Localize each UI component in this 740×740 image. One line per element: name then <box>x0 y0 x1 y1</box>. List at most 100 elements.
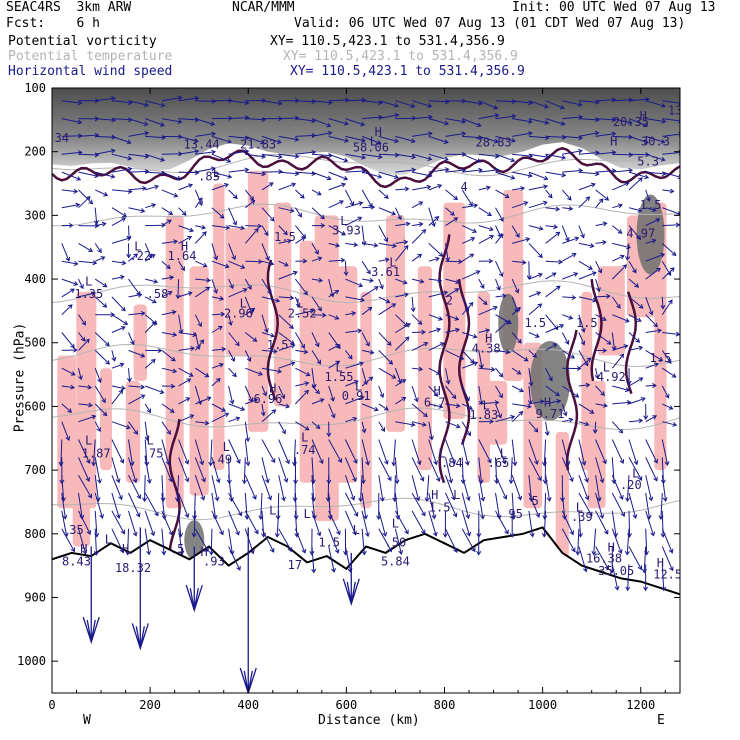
wind-arrow <box>578 350 589 367</box>
wind-arrow <box>378 303 397 316</box>
wind-arrow <box>211 98 233 104</box>
wind-arrow <box>328 225 347 236</box>
wind-arrow <box>194 197 203 208</box>
wind-arrow <box>126 368 132 383</box>
contour-value-label: 35 <box>69 523 83 537</box>
wind-arrow <box>295 308 315 316</box>
wind-arrow <box>462 332 478 339</box>
low-marker: L <box>355 380 362 394</box>
wind-arrow <box>211 377 221 387</box>
wind-arrow <box>595 403 608 408</box>
wind-arrow <box>661 475 668 502</box>
wind-arrow <box>625 564 631 592</box>
wind-arrow <box>345 395 365 405</box>
wind-arrow <box>528 510 535 538</box>
wind-arrow <box>244 528 255 555</box>
wind-arrow <box>145 385 165 395</box>
wind-arrow <box>128 169 150 175</box>
wind-arrow <box>161 332 178 337</box>
wind-arrow <box>261 457 270 484</box>
wind-arrow <box>311 350 322 365</box>
wind-arrow <box>128 492 141 518</box>
wind-arrow <box>361 225 367 246</box>
wind-arrow <box>311 312 327 318</box>
wind-arrow <box>295 149 317 155</box>
wind-arrow <box>295 258 308 264</box>
contour-value-label: .39 <box>571 510 593 524</box>
wind-arrow <box>562 365 582 372</box>
wind-arrow <box>361 260 371 275</box>
wind-arrow <box>595 221 608 227</box>
wind-arrow <box>442 510 448 538</box>
wind-arrow <box>278 238 292 244</box>
wind-arrow <box>78 242 94 252</box>
wind-arrow <box>628 135 649 144</box>
wind-arrow <box>595 131 617 137</box>
wind-arrow <box>662 188 675 194</box>
wind-arrow <box>611 492 626 517</box>
wind-arrow <box>478 258 494 264</box>
wind-arrow <box>411 492 426 517</box>
init-time: Init: 00 UTC Wed 07 Aug 13 <box>512 0 716 15</box>
wind-arrow <box>161 510 174 536</box>
x-tick-label: 400 <box>237 698 259 712</box>
wind-arrow <box>662 421 678 427</box>
wind-arrow <box>528 200 548 209</box>
wind-arrow <box>562 100 583 107</box>
wind-arrow <box>244 439 251 467</box>
wind-arrow <box>211 207 225 219</box>
wind-arrow <box>211 171 233 179</box>
wind-arrow <box>144 254 156 262</box>
wind-arrow <box>278 182 297 191</box>
wind-arrow <box>595 457 605 484</box>
strong-wind-arrow <box>342 552 360 606</box>
wind-arrow <box>311 171 332 181</box>
wind-arrow <box>228 416 241 423</box>
x-tick-label: 0 <box>48 698 55 712</box>
wind-arrow <box>111 457 121 484</box>
wind-arrow <box>428 243 444 257</box>
wind-arrow <box>261 207 275 222</box>
wind-arrow <box>509 510 515 538</box>
wind-arrow <box>211 475 220 502</box>
wind-arrow <box>461 403 474 410</box>
legend-wind-xy: XY= 110.5,423.1 to 531.4,356.9 <box>290 64 525 79</box>
wind-arrow <box>395 323 411 333</box>
wind-arrow <box>578 357 592 369</box>
wind-arrow <box>145 222 166 228</box>
wind-arrow <box>94 403 108 417</box>
wind-arrow <box>278 439 290 465</box>
wind-arrow <box>478 328 491 334</box>
model-name: SEAC4RS 3km ARW <box>6 0 132 15</box>
wind-arrow <box>345 311 357 316</box>
contour-value-label: 28.83 <box>476 136 512 150</box>
wind-arrow <box>595 439 607 465</box>
wind-arrow <box>328 97 350 103</box>
wind-arrow <box>111 296 126 312</box>
wind-arrow <box>128 439 135 467</box>
wind-arrow <box>161 457 173 483</box>
wind-arrow <box>578 475 590 501</box>
wind-arrow <box>395 135 416 144</box>
wind-arrow <box>261 409 277 423</box>
low-marker: L <box>353 523 360 537</box>
wind-arrow <box>645 349 664 362</box>
wind-arrow <box>495 414 516 423</box>
wind-arrow <box>328 360 341 369</box>
wind-arrow <box>528 492 541 518</box>
wind-arrow <box>228 278 234 290</box>
wind-arrow <box>462 118 482 128</box>
wind-arrow <box>362 242 379 248</box>
wind-arrow <box>495 260 504 278</box>
wind-arrow <box>244 199 256 209</box>
wind-arrow <box>511 439 518 467</box>
wind-arrow <box>495 367 504 378</box>
wind-arrow <box>628 118 649 128</box>
wind-arrow <box>345 118 366 127</box>
wind-arrow <box>578 314 586 333</box>
wind-arrow <box>194 528 209 553</box>
wind-arrow <box>161 118 183 124</box>
theta-contour <box>52 203 680 227</box>
wind-arrow <box>358 475 364 503</box>
low-marker: L <box>438 446 445 460</box>
